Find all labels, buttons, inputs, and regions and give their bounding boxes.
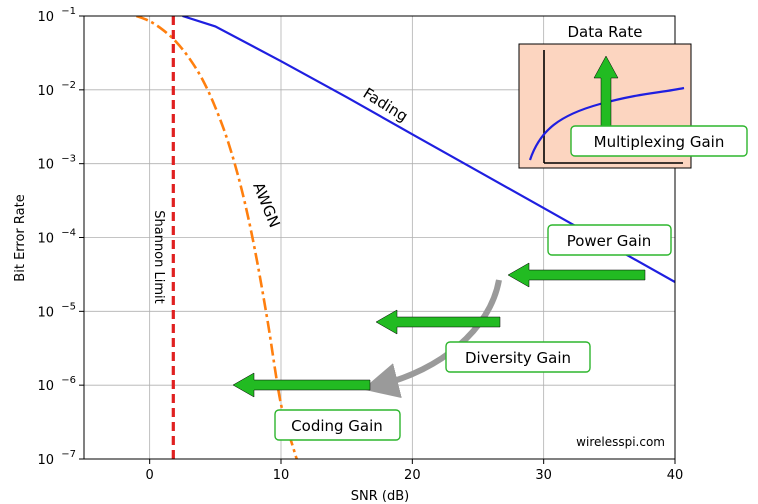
x-tick-label: 10 [273, 468, 290, 483]
y-tick-label: 10 [37, 232, 54, 247]
y-tick-exponent: −6 [61, 375, 76, 386]
shannon-limit-label: Shannon Limit [151, 210, 166, 304]
power-gain-label: Power Gain [567, 232, 652, 250]
diversity-gain-arrow [375, 309, 501, 335]
x-tick-label: 30 [535, 468, 552, 483]
y-tick-label: 10 [37, 379, 54, 394]
multiplexing-gain-label: Multiplexing Gain [594, 133, 725, 151]
awgn-label: AWGN [249, 180, 283, 230]
data-rate-inset: Data Rate Multiplexing Gain [518, 23, 748, 169]
coding-gain-arrow [232, 372, 371, 398]
power-gain-arrow [507, 262, 646, 288]
y-tick-label: 10 [37, 305, 54, 320]
y-tick-label: 10 [37, 10, 54, 25]
y-tick-exponent: −5 [61, 301, 76, 312]
diversity-gain-box [445, 341, 591, 373]
coding-gain-label: Coding Gain [291, 417, 383, 435]
y-tick-exponent: −3 [61, 154, 76, 165]
multiplexing-gain-box [570, 125, 748, 157]
y-tick-exponent: −4 [61, 228, 76, 239]
x-tick-label: 40 [667, 468, 684, 483]
x-tick-label: 0 [146, 468, 154, 483]
power-gain-box [547, 224, 672, 256]
diversity-gain-label: Diversity Gain [465, 349, 571, 367]
inset-title: Data Rate [568, 23, 643, 41]
y-tick-label: 10 [37, 158, 54, 173]
coding-gain-box [274, 409, 401, 441]
x-axis-ticks: 0 10 20 30 40 [146, 459, 684, 483]
y-tick-label: 10 [37, 84, 54, 99]
multiplexing-gain-arrow [593, 55, 619, 127]
y-axis-ticks: 10 −1 10 −2 10 −3 10 −4 10 −5 10 −6 10 −7 [37, 6, 84, 468]
y-axis-label: Bit Error Rate [13, 194, 28, 281]
y-tick-exponent: −2 [61, 80, 76, 91]
x-axis-label: SNR (dB) [351, 489, 409, 504]
y-tick-label: 10 [37, 453, 54, 468]
y-tick-exponent: −7 [61, 449, 76, 460]
y-tick-exponent: −1 [61, 6, 76, 17]
awgn-curve [136, 16, 299, 459]
watermark: wirelesspi.com [576, 435, 665, 449]
gain-arrows [232, 262, 646, 398]
x-tick-label: 20 [404, 468, 421, 483]
inset-rate-curve [528, 86, 685, 161]
